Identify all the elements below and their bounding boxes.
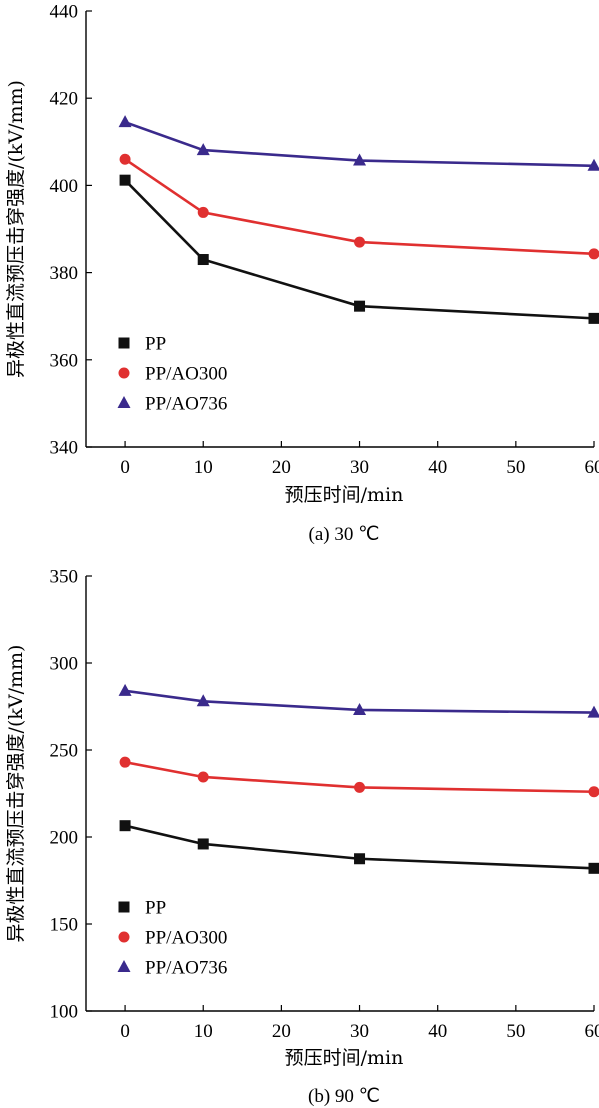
y-tick-label: 440: [50, 2, 79, 23]
series-line: [124, 824, 595, 870]
data-point-triangle: [587, 705, 599, 718]
chart-caption: (a) 30 ℃: [309, 524, 380, 545]
y-tick-label: 350: [50, 567, 79, 588]
legend-marker-triangle: [117, 960, 131, 972]
y-tick-label: 340: [50, 438, 79, 459]
series-pp-ao300: [119, 756, 599, 798]
legend-marker-triangle: [117, 396, 131, 408]
x-axis-title: 预压时间/min: [285, 484, 404, 506]
y-tick-label: 360: [50, 350, 79, 371]
y-tick-label: 420: [50, 89, 79, 110]
x-tick-label: 40: [428, 457, 447, 478]
legend-marker-circle: [118, 367, 130, 379]
x-tick-label: 50: [506, 457, 525, 478]
data-point-triangle: [196, 694, 210, 707]
legend-marker-circle: [118, 931, 130, 943]
legend-entry: PP: [118, 898, 166, 919]
series-line: [124, 689, 595, 714]
data-point-square: [197, 838, 209, 850]
data-point-square: [119, 174, 131, 186]
legend-marker-square: [118, 901, 130, 913]
data-point-circle: [588, 248, 599, 260]
x-tick-label: 30: [350, 1021, 369, 1042]
x-tick-label: 20: [272, 1021, 291, 1042]
x-tick-label: 0: [120, 457, 130, 478]
data-point-triangle: [196, 143, 210, 156]
data-point-triangle: [353, 153, 367, 166]
data-point-triangle: [353, 702, 367, 715]
series-pp-ao736: [118, 115, 599, 171]
series-pp: [119, 820, 599, 874]
legend-entry: PP/AO300: [118, 364, 227, 385]
y-tick-label: 300: [50, 654, 79, 675]
data-point-triangle: [587, 158, 599, 171]
x-axis-title: 预压时间/min: [285, 1047, 404, 1069]
x-tick-label: 10: [194, 457, 213, 478]
data-point-square: [119, 820, 131, 832]
x-tick-label: 60: [585, 457, 599, 478]
y-tick-label: 250: [50, 741, 79, 762]
series-pp: [119, 174, 599, 324]
series-pp-ao736: [118, 683, 599, 718]
x-tick-label: 0: [120, 1021, 130, 1042]
legend-label: PP: [145, 334, 166, 355]
y-tick-label: 200: [50, 828, 79, 849]
series-line: [124, 179, 595, 320]
data-point-square: [588, 862, 599, 874]
series-pp-ao300: [119, 153, 599, 260]
x-tick-label: 40: [428, 1021, 447, 1042]
legend-entry: PP/AO736: [117, 958, 227, 979]
x-tick-label: 60: [585, 1021, 599, 1042]
y-axis-title: 异极性直流预压击穿强度/(kV/mm): [5, 80, 27, 378]
legend-entry: PP/AO736: [117, 394, 227, 415]
legend-label: PP: [145, 898, 166, 919]
series-line: [124, 760, 595, 794]
legend-label: PP/AO736: [145, 394, 227, 415]
legend-entry: PP: [118, 334, 166, 355]
data-point-circle: [197, 206, 209, 218]
data-point-circle: [354, 781, 366, 793]
x-tick-label: 30: [350, 457, 369, 478]
y-tick-label: 380: [50, 263, 79, 284]
data-point-square: [354, 853, 366, 865]
data-point-square: [354, 300, 366, 312]
series-line: [124, 120, 595, 168]
data-point-circle: [197, 771, 209, 783]
x-tick-label: 50: [506, 1021, 525, 1042]
data-point-circle: [119, 153, 131, 165]
data-point-triangle: [118, 683, 132, 696]
y-tick-label: 400: [50, 176, 79, 197]
series-line: [124, 158, 595, 256]
data-point-circle: [354, 236, 366, 248]
x-tick-label: 20: [272, 457, 291, 478]
legend-label: PP/AO300: [145, 364, 227, 385]
chart-caption: (b) 90 ℃: [308, 1086, 380, 1107]
y-tick-label: 150: [50, 915, 79, 936]
data-point-square: [197, 254, 209, 266]
legend-entry: PP/AO300: [118, 928, 227, 949]
chart-b: 100 150 200 250 300 350 0 10 20 30 40 50 60 预压时间/min 异…: [5, 567, 599, 1107]
y-tick-label: 100: [50, 1002, 79, 1023]
x-tick-label: 10: [194, 1021, 213, 1042]
data-point-square: [588, 312, 599, 324]
data-point-circle: [119, 756, 131, 768]
chart-a: 340 360 380 400 420 440 0 10 20 30 40 50 60 预压时间/min 异…: [5, 2, 599, 545]
legend-marker-square: [118, 337, 130, 349]
data-point-circle: [588, 786, 599, 798]
legend-label: PP/AO300: [145, 928, 227, 949]
legend-label: PP/AO736: [145, 958, 227, 979]
data-point-triangle: [118, 115, 132, 128]
y-axis-title: 异极性直流预压击穿强度/(kV/mm): [5, 645, 27, 943]
